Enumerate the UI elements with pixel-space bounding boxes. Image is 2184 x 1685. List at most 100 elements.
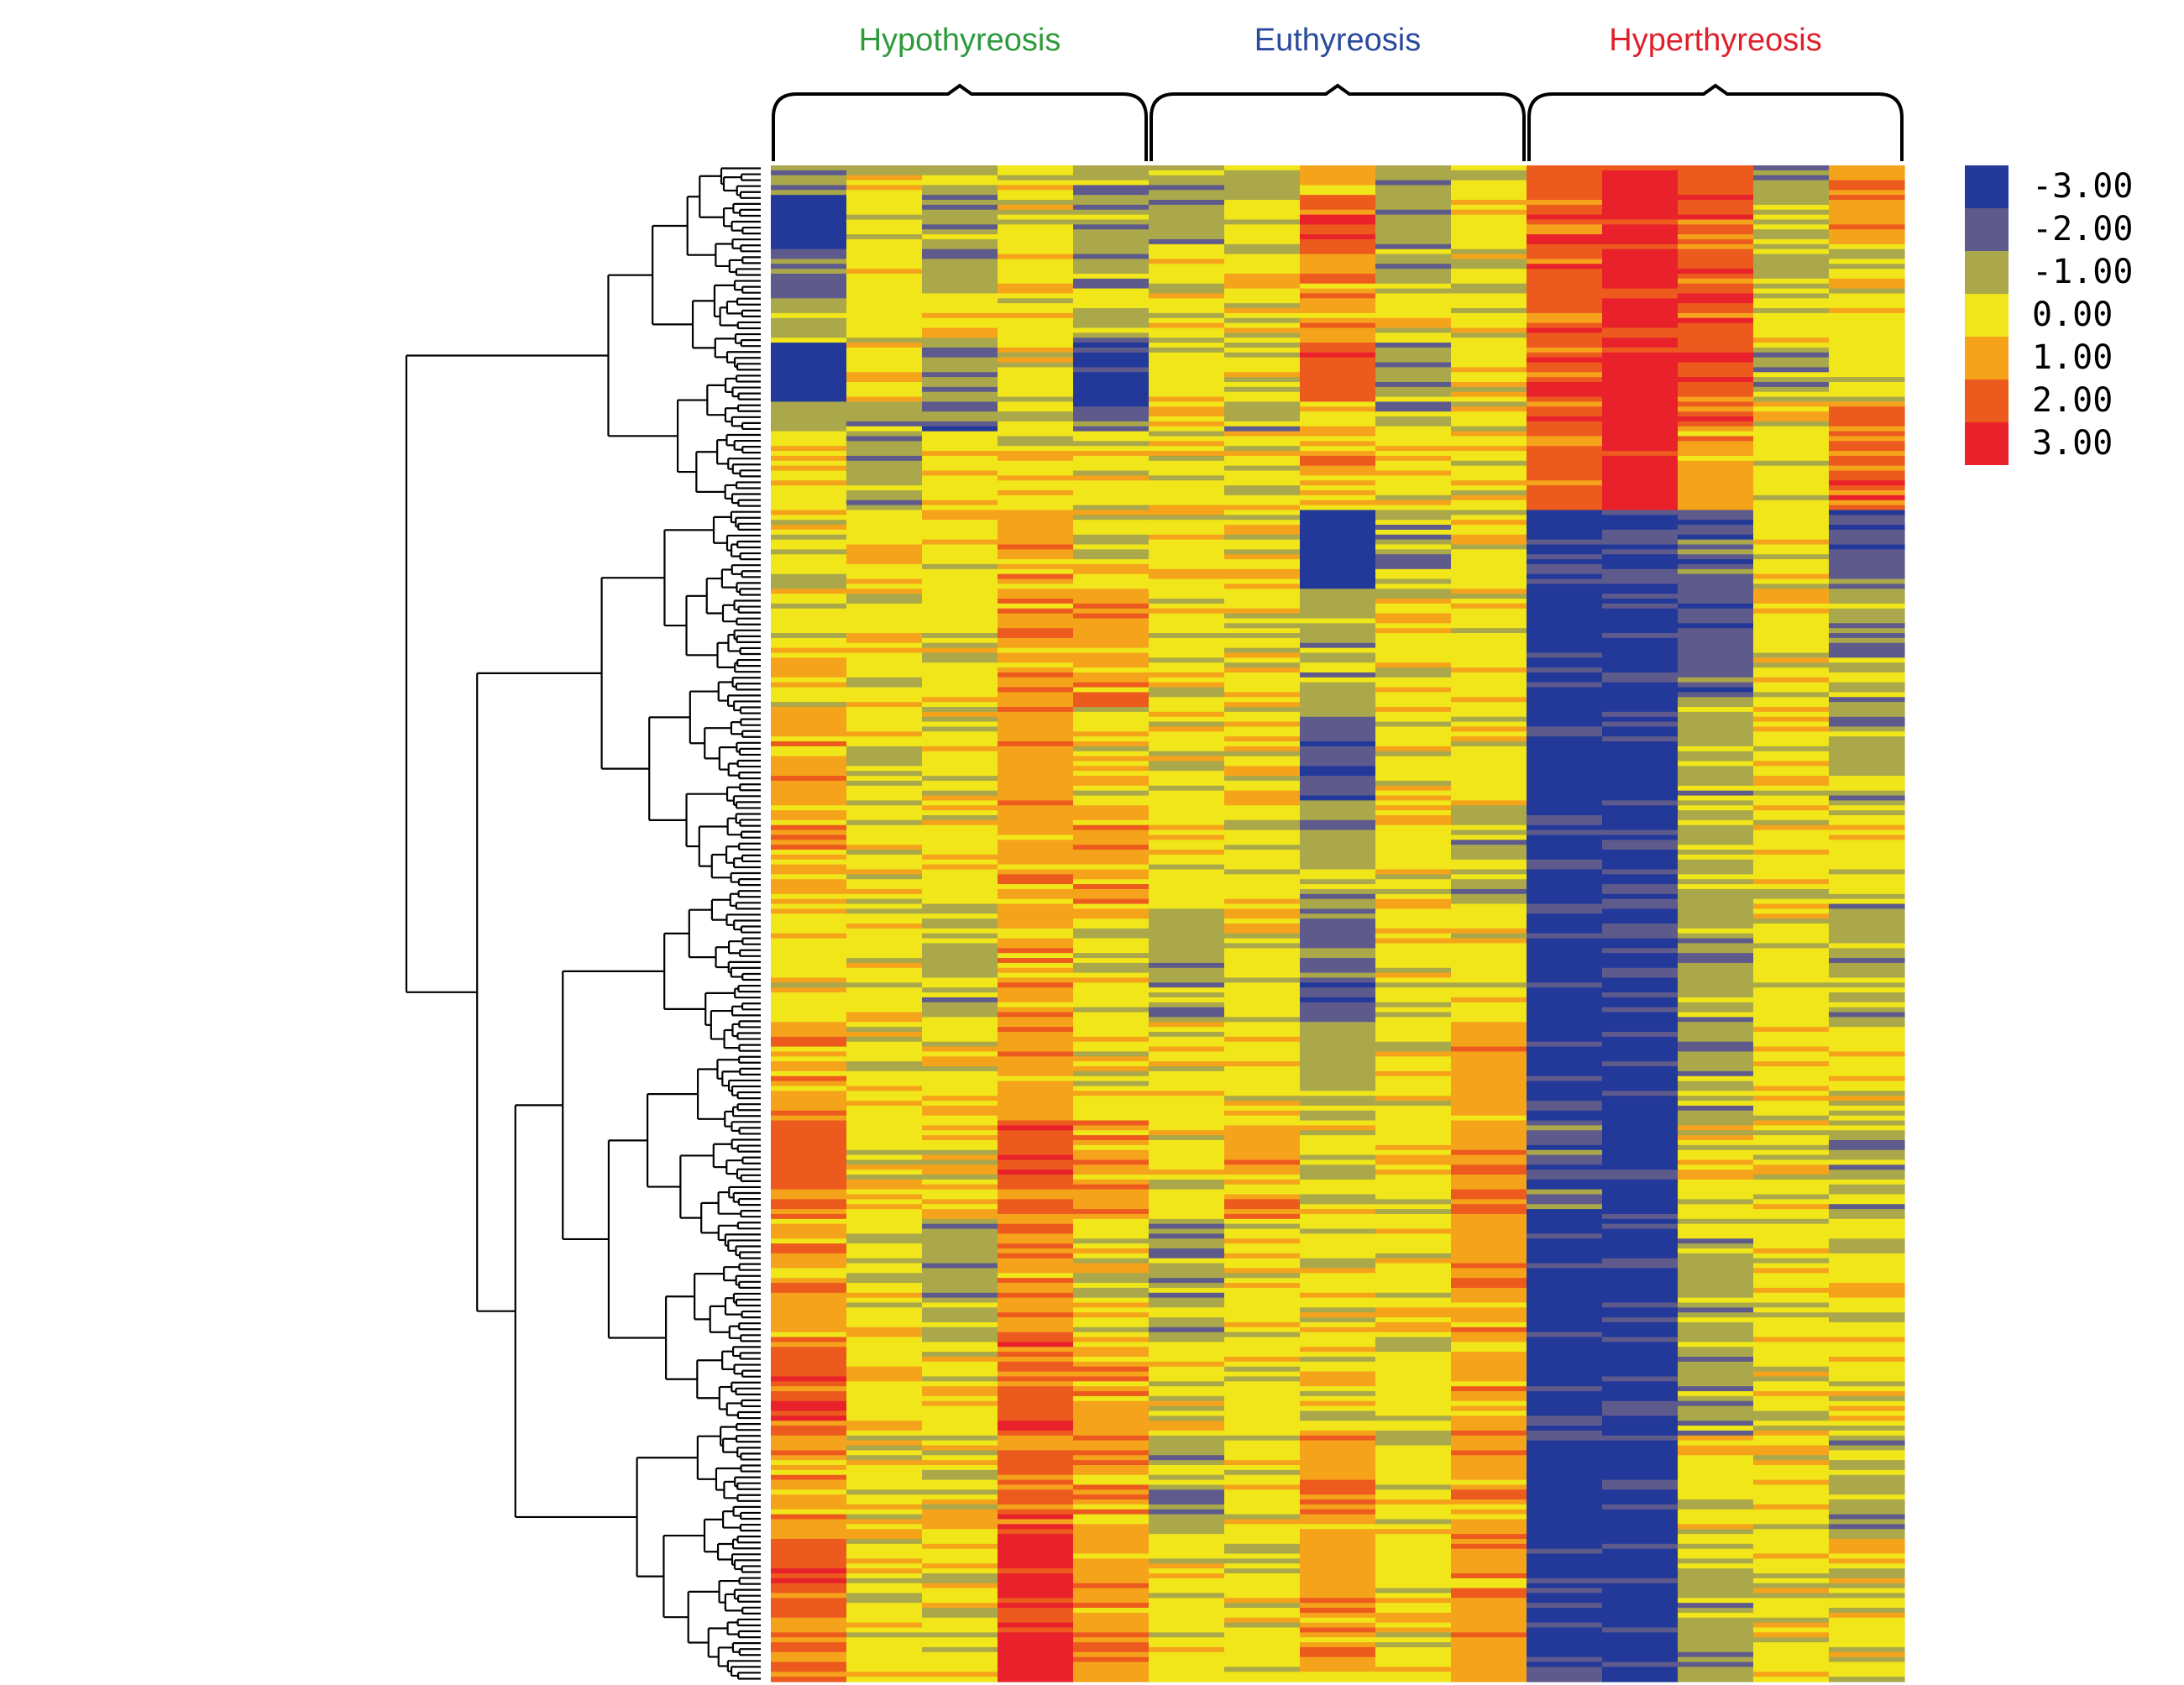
heatmap-cell bbox=[771, 1144, 847, 1151]
heatmap-cell bbox=[846, 1371, 923, 1378]
heatmap-cell bbox=[1224, 1430, 1301, 1436]
heatmap-cell bbox=[1678, 175, 1754, 181]
heatmap-cell bbox=[1073, 401, 1150, 407]
heatmap-cell bbox=[1375, 1046, 1452, 1053]
heatmap-cell bbox=[1602, 386, 1679, 393]
heatmap-cell bbox=[1375, 810, 1452, 816]
heatmap-cell bbox=[1829, 1032, 1905, 1038]
heatmap-cell bbox=[1224, 1278, 1301, 1284]
heatmap-cell bbox=[1224, 928, 1301, 934]
heatmap-cell bbox=[1678, 800, 1754, 806]
heatmap-cell bbox=[922, 721, 998, 728]
heatmap-cell bbox=[1602, 1218, 1679, 1225]
heatmap-cell bbox=[1073, 578, 1150, 585]
heatmap-cell bbox=[1300, 771, 1376, 777]
heatmap-cell bbox=[1527, 845, 1603, 850]
heatmap-cell bbox=[1149, 1007, 1225, 1013]
heatmap-cell bbox=[998, 1149, 1074, 1156]
heatmap-cell bbox=[1375, 805, 1452, 811]
heatmap-cell bbox=[922, 1144, 998, 1151]
heatmap-cell bbox=[846, 254, 923, 260]
heatmap-cell bbox=[1073, 480, 1150, 486]
heatmap-cell bbox=[1527, 559, 1603, 565]
heatmap-cell bbox=[998, 1213, 1074, 1220]
heatmap-cell bbox=[1602, 854, 1679, 861]
heatmap-cell bbox=[1527, 510, 1603, 515]
heatmap-cell bbox=[771, 642, 847, 649]
heatmap-cell bbox=[922, 1258, 998, 1264]
heatmap-cell bbox=[1224, 1342, 1301, 1347]
heatmap-cell bbox=[1451, 559, 1527, 565]
heatmap-cell bbox=[1527, 1233, 1603, 1239]
heatmap-cell bbox=[771, 1056, 847, 1062]
heatmap-cell bbox=[846, 903, 923, 910]
heatmap-cell bbox=[1527, 1253, 1603, 1259]
heatmap-cell bbox=[1829, 219, 1905, 225]
heatmap-cell bbox=[1451, 854, 1527, 861]
heatmap-cell bbox=[1678, 455, 1754, 462]
heatmap-cell bbox=[1829, 1361, 1905, 1368]
heatmap-cell bbox=[1602, 1061, 1679, 1067]
heatmap-cell bbox=[1602, 568, 1679, 575]
heatmap-cell bbox=[1451, 180, 1527, 186]
heatmap-cell bbox=[846, 1061, 923, 1067]
heatmap-cell bbox=[1224, 1421, 1301, 1426]
heatmap-cell bbox=[1602, 1494, 1679, 1500]
heatmap-cell bbox=[1602, 1474, 1679, 1481]
heatmap-cell bbox=[1602, 1317, 1679, 1323]
heatmap-cell bbox=[1753, 219, 1830, 225]
heatmap-cell bbox=[1451, 224, 1527, 230]
heatmap-cell bbox=[922, 1170, 998, 1175]
heatmap-cell bbox=[1678, 771, 1754, 777]
heatmap-cell bbox=[1073, 1144, 1150, 1151]
heatmap-cell bbox=[1829, 707, 1905, 713]
heatmap-cell bbox=[922, 563, 998, 570]
heatmap-cell bbox=[1527, 1268, 1603, 1274]
heatmap-cell bbox=[1829, 682, 1905, 688]
heatmap-cell bbox=[1753, 977, 1830, 983]
heatmap-cell bbox=[1753, 628, 1830, 634]
heatmap-cell bbox=[1678, 888, 1754, 895]
heatmap-cell bbox=[922, 1357, 998, 1363]
heatmap-cell bbox=[1753, 633, 1830, 639]
heatmap-cell bbox=[771, 515, 847, 521]
heatmap-cell bbox=[1602, 249, 1679, 255]
heatmap-cell bbox=[1753, 357, 1830, 364]
heatmap-cell bbox=[1753, 338, 1830, 343]
heatmap-cell bbox=[1224, 312, 1301, 319]
heatmap-cell bbox=[1451, 662, 1527, 668]
heatmap-cell bbox=[1149, 283, 1225, 290]
heatmap-cell bbox=[1224, 209, 1301, 216]
heatmap-cell bbox=[998, 1066, 1074, 1072]
heatmap-cell bbox=[1829, 1022, 1905, 1028]
heatmap-cell bbox=[1753, 175, 1830, 181]
heatmap-cell bbox=[1073, 711, 1150, 718]
heatmap-cell bbox=[846, 1474, 923, 1481]
heatmap-cell bbox=[1149, 525, 1225, 531]
heatmap-cell bbox=[1527, 343, 1603, 348]
heatmap-cell bbox=[771, 805, 847, 811]
heatmap-cell bbox=[1073, 278, 1150, 285]
heatmap-cell bbox=[922, 308, 998, 314]
heatmap-cell bbox=[1753, 1170, 1830, 1175]
heatmap-cell bbox=[1149, 1440, 1225, 1447]
heatmap-cell bbox=[998, 204, 1074, 211]
heatmap-cell bbox=[1224, 288, 1301, 295]
heatmap-cell bbox=[1678, 1287, 1754, 1294]
heatmap-cell bbox=[1451, 1223, 1527, 1230]
heatmap-cell bbox=[1073, 608, 1150, 615]
heatmap-cell bbox=[1602, 170, 1679, 176]
heatmap-cell bbox=[846, 1337, 923, 1343]
heatmap-cell bbox=[1073, 835, 1150, 840]
heatmap-cell bbox=[998, 554, 1074, 560]
heatmap-cell bbox=[771, 1337, 847, 1343]
heatmap-cell bbox=[1678, 1140, 1754, 1146]
heatmap-cell bbox=[1829, 1140, 1905, 1146]
heatmap-cell bbox=[1602, 845, 1679, 850]
heatmap-cell bbox=[1224, 1347, 1301, 1353]
heatmap-cell bbox=[1527, 1278, 1603, 1284]
heatmap-cell bbox=[1678, 1514, 1754, 1520]
heatmap-cell bbox=[1300, 1469, 1376, 1476]
heatmap-cell bbox=[1073, 1002, 1150, 1008]
heatmap-cell bbox=[1829, 1538, 1905, 1545]
